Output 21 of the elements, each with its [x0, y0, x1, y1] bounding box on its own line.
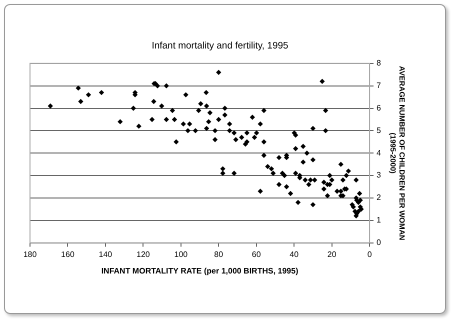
y-tick-label: 5: [376, 126, 382, 135]
y-tick-label: 0: [376, 238, 382, 248]
x-axis-title: INFANT MORTALITY RATE (per 1,000 BIRTHS, 1995): [101, 266, 299, 276]
x-tick-label: 160: [61, 250, 75, 259]
x-tick-label: 80: [214, 250, 224, 259]
y-tick-label: 1: [376, 216, 382, 225]
x-tick-label: 0: [367, 250, 372, 259]
y-tick-label: 7: [376, 81, 382, 90]
x-tick-label: 140: [98, 250, 113, 259]
y-tick-label: 8: [376, 58, 382, 68]
y-tick-label: 6: [376, 103, 382, 112]
x-tick-label: 100: [174, 250, 188, 259]
x-tick-label: 40: [290, 250, 300, 259]
x-tick-label: 20: [327, 250, 337, 259]
y-tick-label: 2: [376, 193, 382, 202]
y-tick-label: 3: [376, 170, 382, 180]
x-tick-label: 180: [23, 250, 38, 259]
x-tick-label: 120: [136, 250, 150, 259]
x-tick-label: 60: [252, 250, 262, 259]
y-tick-label: 4: [376, 148, 382, 158]
chart-title: Infant mortality and fertility, 1995: [152, 40, 288, 52]
